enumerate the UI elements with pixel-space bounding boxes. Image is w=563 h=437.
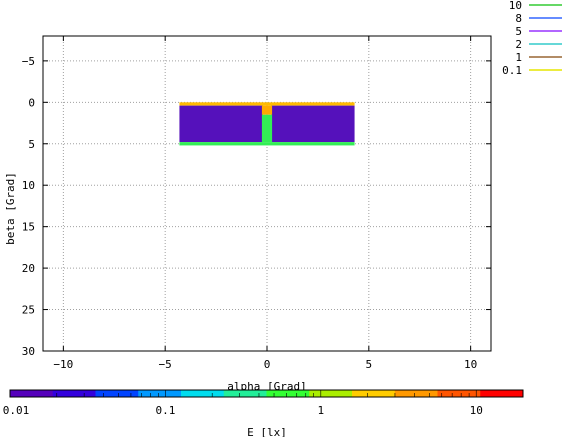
legend-label: 5: [515, 25, 522, 38]
colorbar-segment: [394, 390, 438, 397]
y-tick-label: 10: [22, 179, 35, 192]
x-tick-label: 5: [366, 358, 373, 371]
legend-label: 2: [515, 38, 522, 51]
colorbar-tick-label: 0.01: [3, 404, 30, 417]
y-tick-label: 20: [22, 262, 35, 275]
colorbar-segment: [52, 390, 96, 397]
colorbar-segment: [138, 390, 182, 397]
colorbar: 0.01 0.1 1 10: [3, 389, 524, 417]
legend-label: 1: [515, 51, 522, 64]
colorbar-segment: [95, 390, 139, 397]
colorbar-segment: [266, 390, 310, 397]
heatmap-region: [261, 114, 273, 143]
heatmap-region: [179, 142, 355, 146]
colorbar-segment: [10, 390, 54, 397]
x-axis-ticks: −10 −5 0 5 10: [53, 36, 477, 371]
x-tick-label: −5: [159, 358, 172, 371]
colorbar-tick-label: 10: [470, 404, 483, 417]
heatmap-regions: [179, 102, 355, 146]
colorbar-segment: [352, 390, 396, 397]
x-tick-label: 10: [464, 358, 477, 371]
colorbar-segment: [437, 390, 481, 397]
colorbar-segment: [223, 390, 267, 397]
y-tick-label: 0: [28, 96, 35, 109]
heatmap-region: [271, 105, 355, 143]
colorbar-segment: [480, 390, 524, 397]
colorbar-segment: [309, 390, 353, 397]
y-tick-label: 25: [22, 304, 35, 317]
colorbar-segment: [181, 390, 225, 397]
heatmap-region: [261, 105, 273, 115]
y-tick-label: 15: [22, 221, 35, 234]
colorbar-tick-label: 1: [317, 404, 324, 417]
legend-label: 10: [509, 0, 522, 12]
y-axis-ticks: −5 0 5 10 15 20 25 30: [22, 55, 491, 358]
heatmap-region: [179, 105, 263, 143]
legend-label: 0.1: [502, 64, 522, 77]
y-axis-label: beta [Grad]: [4, 172, 17, 245]
grid-lines: [43, 36, 491, 352]
y-tick-label: 5: [28, 138, 35, 151]
y-tick-label: −5: [22, 55, 35, 68]
legend-label: 8: [515, 12, 522, 25]
x-tick-label: 0: [264, 358, 271, 371]
x-tick-label: −10: [53, 358, 73, 371]
colorbar-label: E [lx]: [247, 426, 287, 437]
colorbar-tick-label: 0.1: [155, 404, 175, 417]
y-tick-label: 30: [22, 345, 35, 358]
heatmap-region: [179, 102, 355, 106]
